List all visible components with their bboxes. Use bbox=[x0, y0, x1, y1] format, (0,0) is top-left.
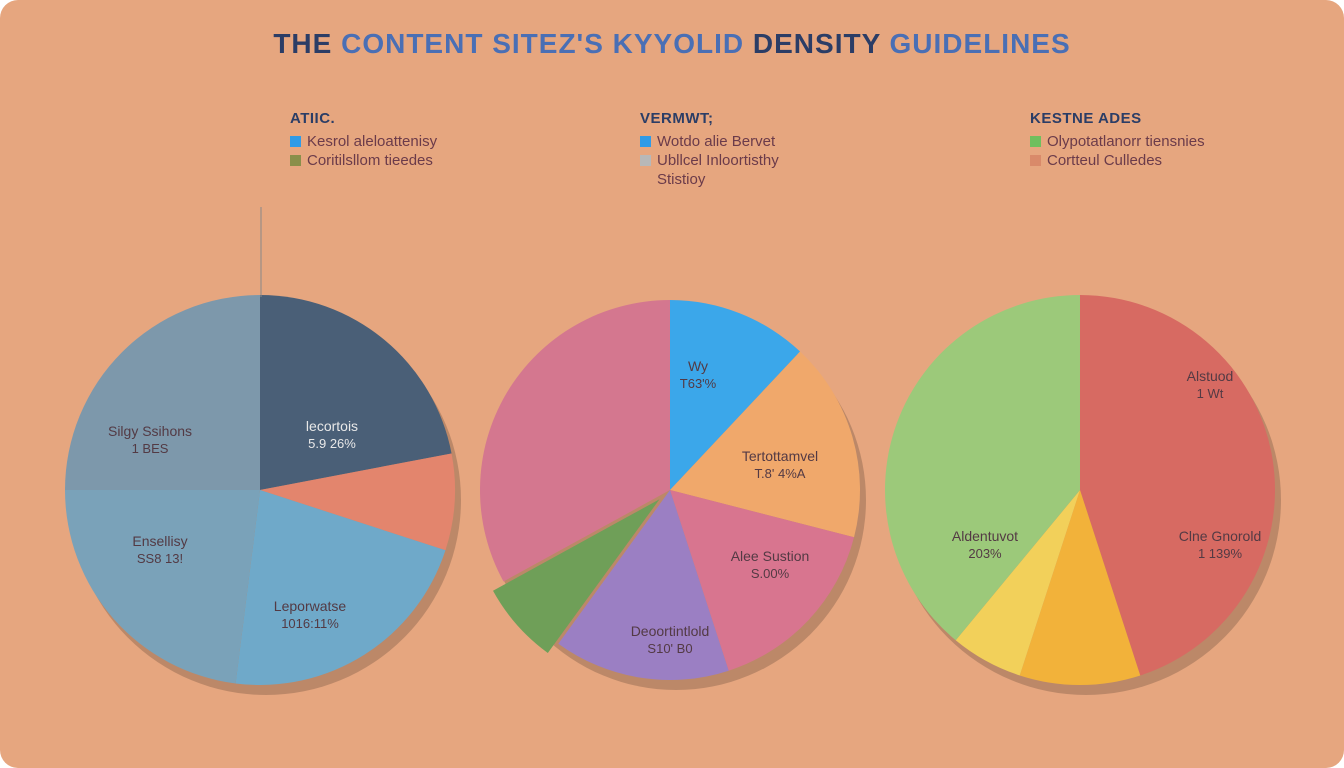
slice-label: Alstuod1 Wt bbox=[1187, 368, 1234, 402]
legend-swatch bbox=[640, 155, 651, 166]
pie-chart bbox=[35, 265, 485, 715]
legend-item: Coritilsllom tieedes bbox=[290, 152, 437, 169]
pie-slice bbox=[65, 295, 260, 490]
legend-swatch bbox=[1030, 136, 1041, 147]
legend-item: Ubllcel Inloortisthy bbox=[640, 152, 779, 169]
slice-label: TertottamvelT.8' 4%A bbox=[742, 448, 818, 482]
legend-swatch bbox=[290, 136, 301, 147]
page-title: THE CONTENT SITEZ'S KYYOLID DENSITY GUID… bbox=[0, 28, 1344, 60]
legend-label: Ubllcel Inloortisthy bbox=[657, 152, 779, 169]
legend-label: Coritilsllom tieedes bbox=[307, 152, 433, 169]
legend-title: VERMWT; bbox=[640, 110, 779, 127]
leader-line bbox=[260, 207, 264, 297]
pie-chart bbox=[855, 265, 1305, 715]
legend-label: Kesrol aleloattenisy bbox=[307, 133, 437, 150]
slice-label: lecortois5.9 26% bbox=[306, 418, 358, 452]
legend-label: Cortteul Culledes bbox=[1047, 152, 1162, 169]
legend-swatch bbox=[290, 155, 301, 166]
legend-block: VERMWT; Wotdo alie Bervet Ubllcel Inloorti… bbox=[640, 110, 779, 190]
legend-block: ATIIC. Kesrol aleloattenisy Coritilsllom t… bbox=[290, 110, 437, 171]
legend-item: Olypotatlanorr tiensnies bbox=[1030, 133, 1205, 150]
slice-label: Silgy Ssihons1 BES bbox=[108, 423, 192, 457]
legend-block: KESTNE ADES Olypotatlanorr tiensnies Cortt… bbox=[1030, 110, 1205, 171]
slice-label: WyT63'% bbox=[680, 358, 716, 392]
slice-label: DeoortintloldS10' B0 bbox=[631, 623, 710, 657]
legend-item: Stistioy bbox=[640, 171, 779, 188]
legend-item: Cortteul Culledes bbox=[1030, 152, 1205, 169]
legend-title: ATIIC. bbox=[290, 110, 437, 127]
legend-swatch bbox=[1030, 155, 1041, 166]
slice-label: Clne Gnorold1 139% bbox=[1179, 528, 1262, 562]
slice-label: Leporwatse1016:11% bbox=[274, 598, 346, 632]
legend-item: Kesrol aleloattenisy bbox=[290, 133, 437, 150]
legend-title: KESTNE ADES bbox=[1030, 110, 1205, 127]
legend-label: Stistioy bbox=[657, 171, 705, 188]
legend-label: Wotdo alie Bervet bbox=[657, 133, 775, 150]
slice-label: Alee SustionS.00% bbox=[731, 548, 810, 582]
legend-swatch bbox=[640, 136, 651, 147]
pie-slice bbox=[65, 490, 260, 683]
slice-label: EnsellisySS8 13! bbox=[132, 533, 187, 567]
slice-label: Aldentuvot203% bbox=[952, 528, 1018, 562]
canvas: THE CONTENT SITEZ'S KYYOLID DENSITY GUID… bbox=[0, 0, 1344, 768]
legend-item: Wotdo alie Bervet bbox=[640, 133, 779, 150]
legend-label: Olypotatlanorr tiensnies bbox=[1047, 133, 1205, 150]
